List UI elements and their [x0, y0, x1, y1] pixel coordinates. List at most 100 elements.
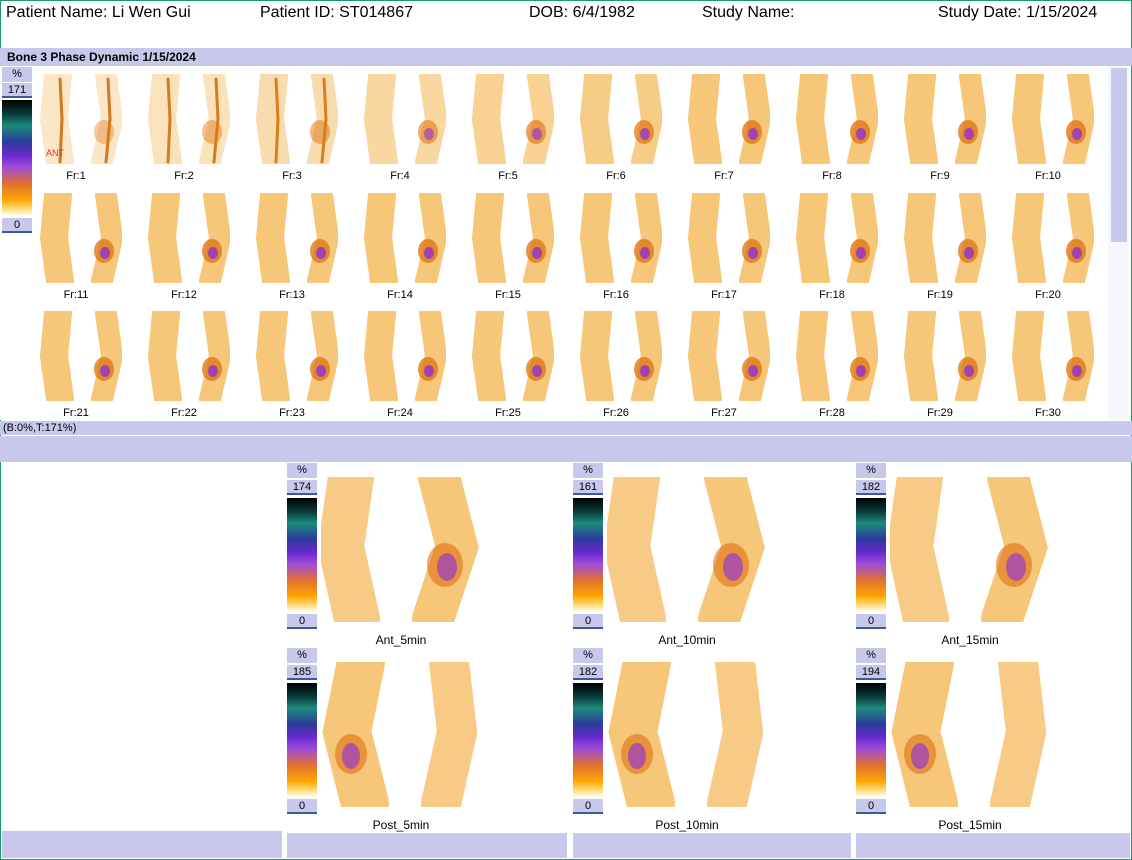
frame-label: Fr:13	[279, 289, 305, 301]
dynamic-frame[interactable]	[462, 74, 554, 164]
scale-min[interactable]: 0	[2, 218, 32, 233]
dynamic-frame[interactable]	[138, 311, 230, 401]
scale-unit: %	[856, 648, 886, 663]
dynamic-frame[interactable]	[30, 74, 122, 164]
dynamic-frame[interactable]	[246, 193, 338, 283]
dynamic-frame[interactable]	[786, 193, 878, 283]
scale-unit: %	[573, 648, 603, 663]
scan-image[interactable]	[607, 662, 767, 807]
dob: DOB: 6/4/1982	[529, 4, 635, 21]
scale-gradient	[573, 683, 603, 797]
frame-image	[255, 74, 338, 164]
scan-label: Post_10min	[655, 818, 719, 832]
scale-min[interactable]: 0	[856, 614, 886, 629]
scan-image[interactable]	[321, 477, 481, 622]
frame-image	[1011, 74, 1094, 164]
dynamic-frame[interactable]	[246, 311, 338, 401]
dynamic-frame[interactable]	[462, 311, 554, 401]
frame-image	[1011, 193, 1094, 283]
dynamic-frame[interactable]	[1002, 74, 1094, 164]
dynamic-frame[interactable]	[138, 74, 230, 164]
frame-image	[903, 74, 986, 164]
frame-label: Fr:5	[498, 170, 518, 182]
dynamic-frame[interactable]	[678, 311, 770, 401]
scale-unit: %	[573, 463, 603, 478]
scan-label: Ant_15min	[941, 633, 999, 647]
dynamic-panel-title: Bone 3 Phase Dynamic 1/15/2024	[0, 48, 1132, 66]
frame-image	[363, 311, 446, 401]
scrollbar-thumb[interactable]	[1111, 68, 1127, 242]
frame-label: Fr:3	[282, 170, 302, 182]
scale-min[interactable]: 0	[573, 614, 603, 629]
frame-image	[471, 193, 554, 283]
frame-image	[363, 74, 446, 164]
frame-label: Fr:12	[171, 289, 197, 301]
dynamic-frames-area[interactable]: Fr:1 ANT Fr:2 Fr:3 Fr:4 Fr:5 Fr:6 Fr:7 Fr:8 Fr:9 F…	[0, 66, 1106, 420]
orientation-marker: ANT	[46, 148, 64, 158]
scan-image[interactable]	[890, 662, 1050, 807]
dynamic-frame[interactable]	[30, 311, 122, 401]
dynamic-frame[interactable]	[678, 74, 770, 164]
scale-min[interactable]: 0	[856, 799, 886, 814]
dynamic-frame[interactable]	[570, 311, 662, 401]
frame-label: Fr:20	[1035, 289, 1061, 301]
scale-max[interactable]: 185	[287, 665, 317, 680]
frame-label: Fr:24	[387, 407, 413, 419]
frame-label: Fr:11	[63, 289, 89, 301]
dynamic-frame[interactable]	[354, 74, 446, 164]
frame-image	[795, 193, 878, 283]
frame-image	[903, 193, 986, 283]
scale-max[interactable]: 194	[856, 665, 886, 680]
scale-gradient	[287, 683, 317, 797]
dynamic-frame[interactable]	[678, 193, 770, 283]
frame-label: Fr:22	[171, 407, 197, 419]
frame-image	[147, 74, 230, 164]
dynamic-frame[interactable]	[894, 311, 986, 401]
separator-bar	[0, 436, 1132, 462]
scale-max[interactable]: 182	[856, 480, 886, 495]
scale-min[interactable]: 0	[287, 799, 317, 814]
scale-max[interactable]: 161	[573, 480, 603, 495]
frame-image	[795, 311, 878, 401]
scan-image[interactable]	[321, 662, 481, 807]
scale-unit: %	[287, 648, 317, 663]
patient-id: Patient ID: ST014867	[260, 4, 413, 21]
frame-label: Fr:17	[711, 289, 737, 301]
frame-image	[363, 193, 446, 283]
scan-image[interactable]	[890, 477, 1050, 622]
scale-max[interactable]: 182	[573, 665, 603, 680]
frame-image	[255, 193, 338, 283]
frame-label: Fr:19	[927, 289, 953, 301]
scale-min[interactable]: 0	[287, 614, 317, 629]
dynamic-frame[interactable]	[786, 311, 878, 401]
scale-min[interactable]: 0	[573, 799, 603, 814]
frame-image	[255, 311, 338, 401]
dynamic-frame[interactable]	[138, 193, 230, 283]
scale-max[interactable]: 174	[287, 480, 317, 495]
dynamic-frame[interactable]	[1002, 193, 1094, 283]
dynamic-frame[interactable]	[30, 193, 122, 283]
dynamic-frame[interactable]	[786, 74, 878, 164]
window-level-status: (B:0%,T:171%)	[0, 421, 1132, 435]
scale-unit: %	[856, 463, 886, 478]
scan-label: Ant_10min	[658, 633, 716, 647]
scan-label: Ant_5min	[375, 633, 427, 647]
dynamic-frame[interactable]	[1002, 311, 1094, 401]
frame-label: Fr:29	[927, 407, 953, 419]
scale-gradient	[2, 100, 32, 216]
scan-image[interactable]	[607, 477, 767, 622]
scan-label: Post_5min	[372, 818, 430, 832]
dynamic-frame[interactable]	[570, 74, 662, 164]
dynamic-frame[interactable]	[894, 193, 986, 283]
scale-gradient	[856, 683, 886, 797]
scale-max[interactable]: 171	[2, 83, 32, 98]
dynamic-frame[interactable]	[462, 193, 554, 283]
dynamic-frame[interactable]	[570, 193, 662, 283]
dynamic-frame[interactable]	[246, 74, 338, 164]
dynamic-frame[interactable]	[894, 74, 986, 164]
frame-label: Fr:15	[495, 289, 521, 301]
bottom-bar-3	[573, 833, 851, 858]
dynamic-frame[interactable]	[354, 311, 446, 401]
dynamic-frame[interactable]	[354, 193, 446, 283]
frame-image	[471, 311, 554, 401]
